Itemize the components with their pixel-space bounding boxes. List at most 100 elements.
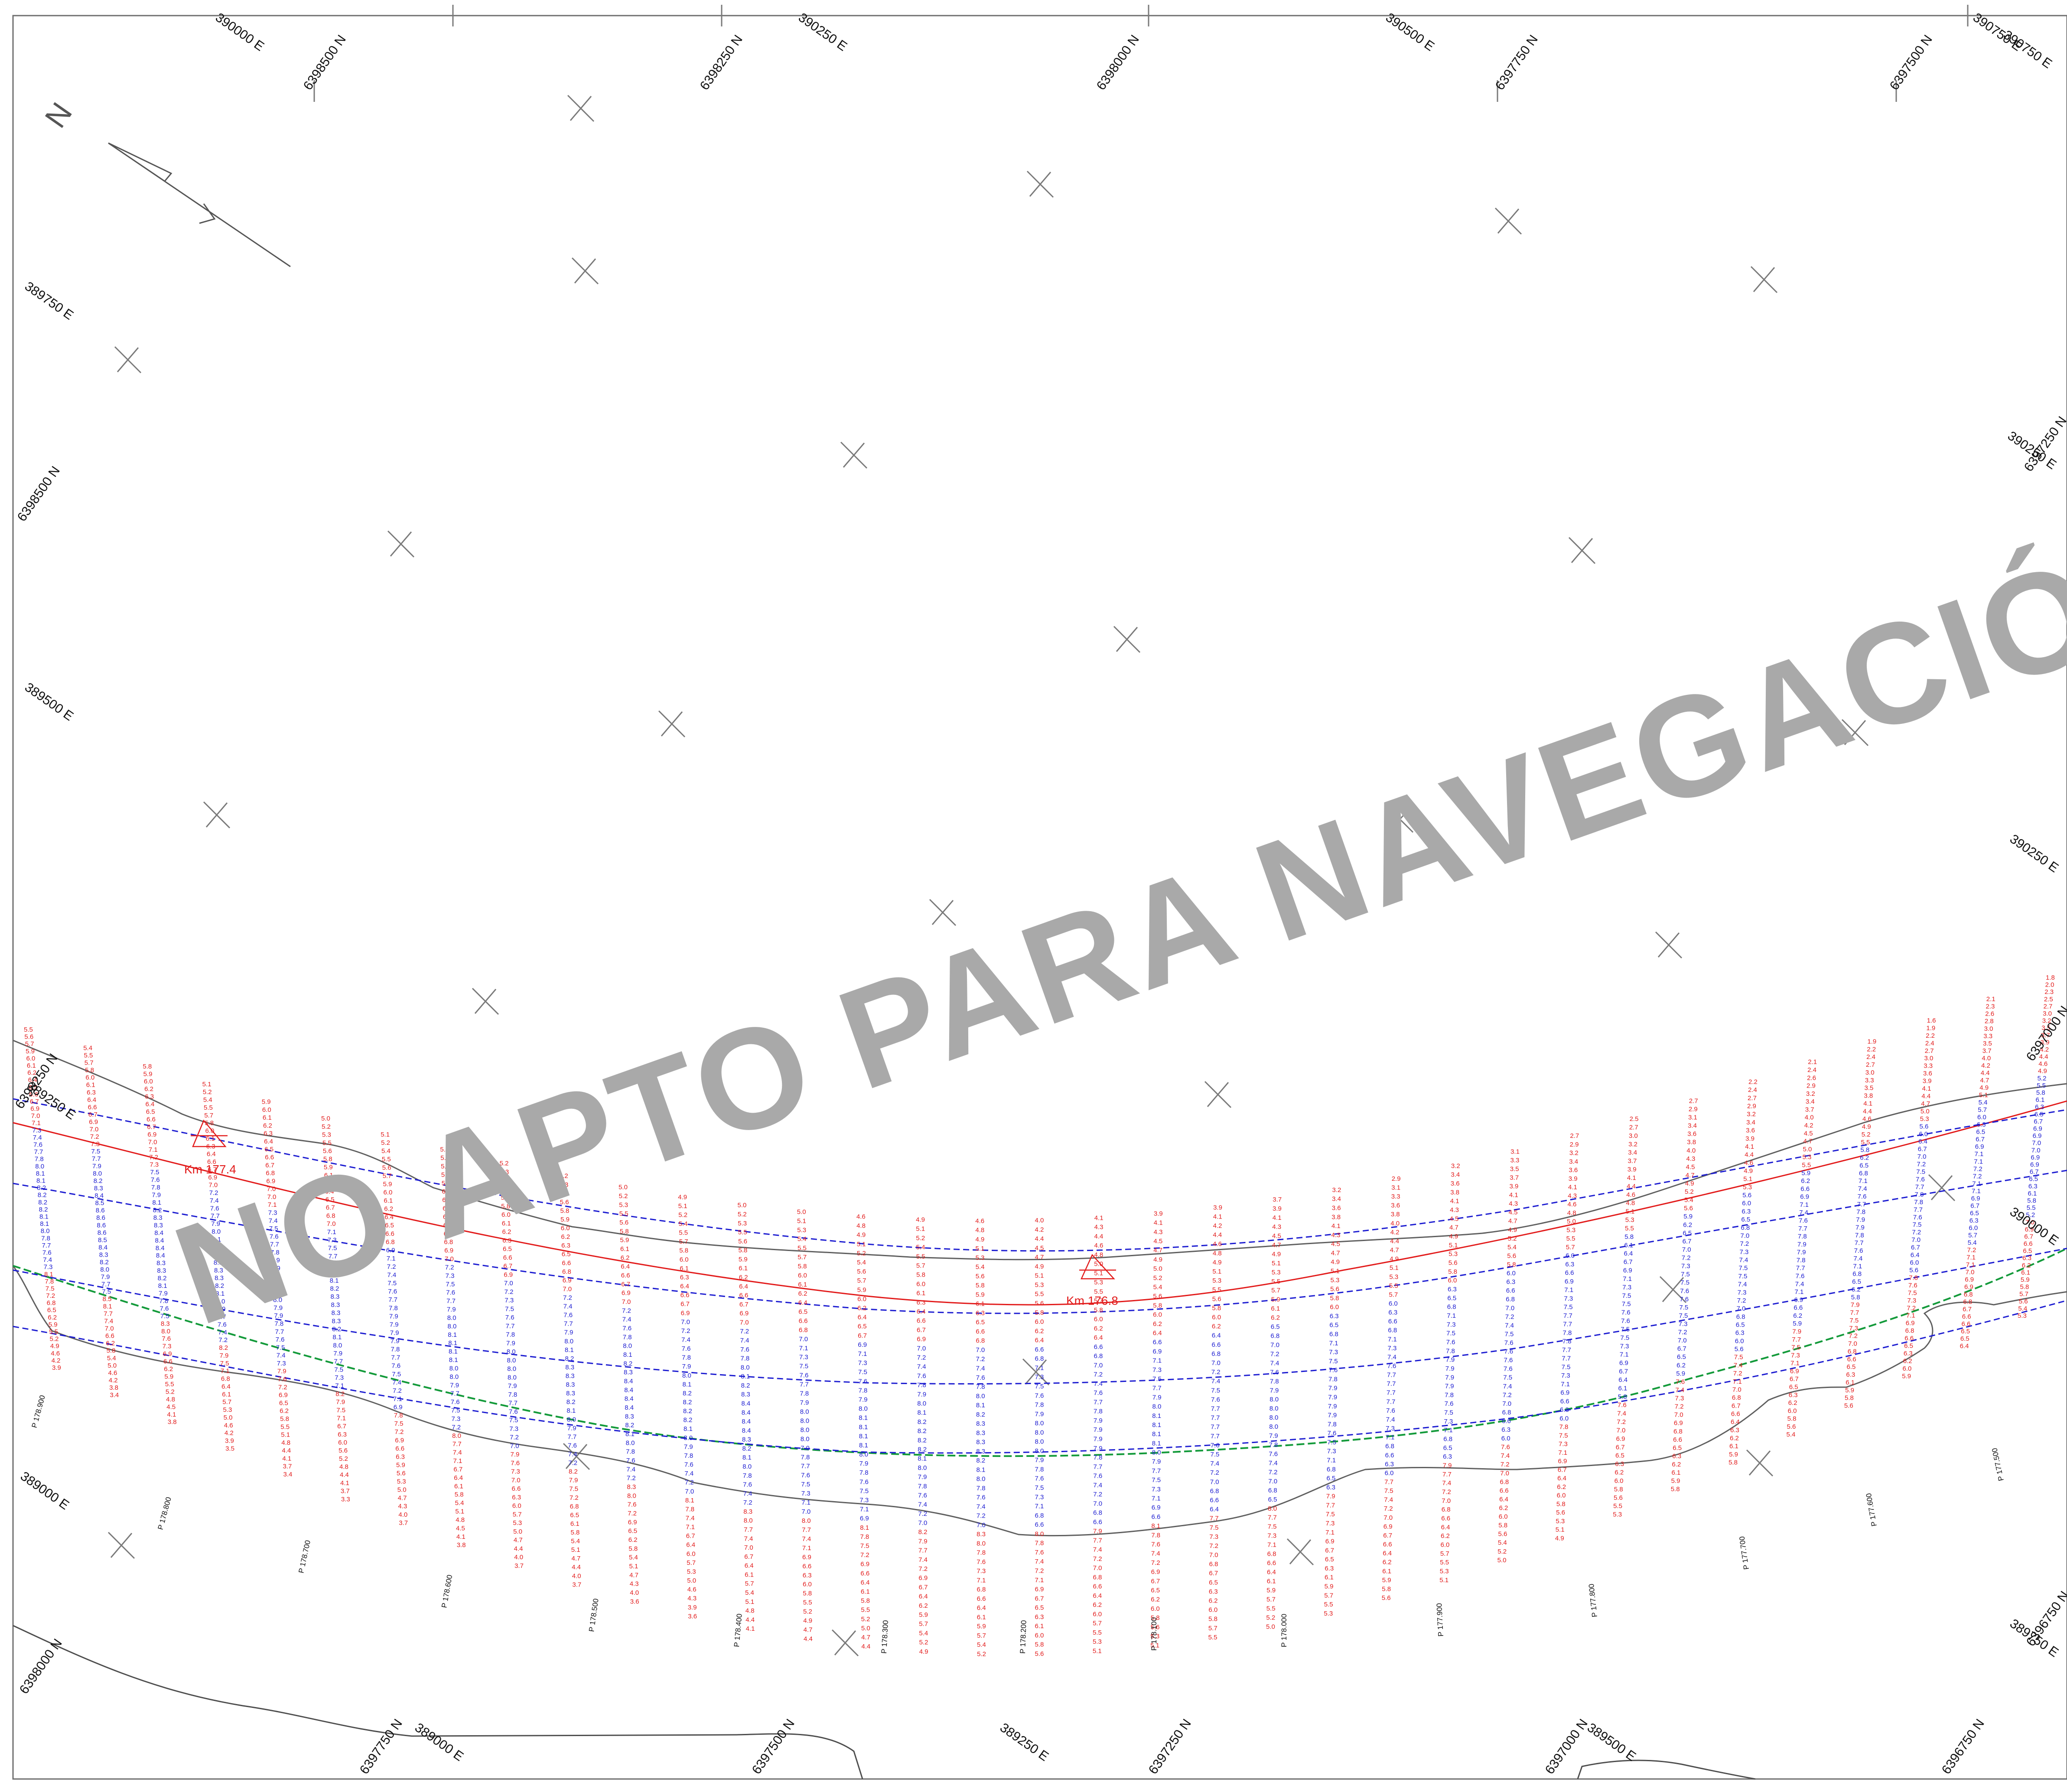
sounding-value: 8.3: [331, 1293, 340, 1300]
sounding-profile: 2.12.32.62.83.03.33.53.74.04.24.44.74.95…: [1960, 996, 1995, 1350]
sounding-value: 7.3: [1035, 1374, 1044, 1381]
sounding-value: 7.5: [1562, 1363, 1571, 1371]
sounding-value: 4.8: [339, 1463, 348, 1471]
sounding-value: 3.9: [1273, 1205, 1282, 1212]
sounding-value: 2.7: [1629, 1124, 1638, 1131]
sounding-value: 8.0: [273, 1288, 282, 1296]
sounding-value: 7.5: [801, 1481, 810, 1488]
sounding-value: 6.0: [1559, 1415, 1569, 1422]
sounding-value: 8.4: [155, 1237, 164, 1244]
grid-cross-icon: [107, 1531, 135, 1559]
sounding-value: 5.8: [441, 1171, 450, 1179]
sounding-value: 7.3: [1386, 1425, 1395, 1432]
sounding-value: 7.4: [1503, 1383, 1512, 1390]
sounding-value: 7.8: [1914, 1199, 1923, 1206]
sounding-value: 4.8: [456, 1516, 465, 1524]
sounding-value: 8.4: [625, 1404, 634, 1411]
sounding-value: 7.4: [1093, 1482, 1102, 1489]
sounding-value: 6.7: [1677, 1345, 1686, 1352]
sounding-value: 7.0: [1917, 1153, 1927, 1160]
sounding-value: 5.1: [571, 1546, 580, 1554]
sounding-value: 7.1: [1564, 1287, 1573, 1294]
sounding-value: 5.1: [1556, 1526, 1565, 1534]
sounding-profile: 5.05.25.35.55.65.85.96.16.26.46.56.76.87…: [321, 1115, 350, 1503]
sounding-value: 5.0: [1567, 1218, 1576, 1225]
sounding-value: 6.0: [144, 1078, 153, 1085]
sounding-value: 6.2: [1793, 1312, 1802, 1320]
sounding-value: 7.6: [1680, 1296, 1689, 1303]
sounding-value: 7.0: [504, 1280, 513, 1287]
sounding-value: 6.5: [2029, 1176, 2038, 1183]
sounding-value: 6.9: [681, 1310, 690, 1317]
sounding-value: 5.8: [107, 1347, 116, 1355]
sounding-value: 4.9: [919, 1648, 928, 1655]
sounding-value: 8.3: [332, 1310, 341, 1317]
sounding-value: 7.5: [1913, 1221, 1922, 1228]
sounding-value: 7.4: [686, 1515, 695, 1522]
sounding-value: 2.3: [1986, 1003, 1995, 1010]
sounding-value: 4.1: [1745, 1143, 1754, 1150]
sounding-value: 8.2: [335, 1390, 345, 1398]
sounding-band: [13, 1098, 2067, 1252]
sounding-value: 7.9: [1328, 1385, 1338, 1392]
sounding-value: 2.0: [2045, 981, 2054, 989]
sounding-value: 6.2: [502, 1228, 511, 1236]
sounding-value: 5.4: [107, 1355, 116, 1362]
coordinate-label: 6398250 N: [697, 33, 745, 93]
sounding-value: 7.3: [801, 1490, 811, 1497]
sounding-value: 5.7: [687, 1559, 696, 1567]
coordinate-label: 6397500 N: [1887, 33, 1935, 93]
sounding-value: 7.2: [860, 1551, 869, 1559]
grid-cross-icon: [1386, 805, 1414, 833]
sounding-value: 7.2: [445, 1264, 454, 1271]
sounding-profile: 2.22.42.72.93.23.43.63.94.14.44.64.95.15…: [1728, 1078, 1758, 1466]
sounding-value: 7.7: [1326, 1502, 1335, 1509]
sounding-value: 6.5: [1209, 1579, 1218, 1586]
sounding-value: 6.7: [1035, 1595, 1044, 1602]
sounding-value: 6.1: [739, 1265, 748, 1272]
sounding-value: 3.2: [1806, 1090, 1815, 1098]
sounding-value: 8.0: [216, 1298, 225, 1305]
sounding-value: 6.0: [1615, 1477, 1624, 1485]
sounding-value: 5.9: [49, 1321, 58, 1328]
sounding-value: 7.6: [1269, 1450, 1278, 1458]
sounding-value: 6.8: [1732, 1394, 1741, 1401]
sounding-value: 6.1: [1672, 1469, 1681, 1476]
sounding-value: 7.8: [35, 1156, 44, 1163]
sounding-value: 6.6: [1565, 1269, 1574, 1277]
sounding-value: 3.3: [1391, 1193, 1400, 1200]
sounding-value: 5.3: [1331, 1277, 1340, 1284]
sounding-value: 3.2: [1747, 1111, 1756, 1118]
sounding-value: 7.5: [1559, 1432, 1568, 1439]
sounding-value: 8.2: [683, 1408, 692, 1415]
sounding-value: 7.1: [1152, 1495, 1161, 1502]
sounding-value: 6.3: [917, 1299, 926, 1306]
sounding-value: 5.9: [1793, 1320, 1802, 1327]
sounding-value: 6.9: [1558, 1458, 1567, 1465]
sounding-value: 5.6: [382, 1164, 391, 1171]
sounding-value: 3.4: [1628, 1149, 1637, 1157]
grid-cross-icon: [1494, 207, 1522, 235]
station-label: P 178.800: [156, 1496, 173, 1531]
sounding-value: 7.6: [626, 1457, 635, 1464]
sounding-value: 7.7: [801, 1463, 810, 1470]
sounding-value: 7.3: [505, 1297, 514, 1304]
sounding-value: 5.8: [798, 1263, 807, 1270]
sounding-value: 6.4: [443, 1213, 452, 1221]
sounding-value: 7.3: [150, 1161, 159, 1169]
sounding-profile: 3.23.43.63.84.14.34.54.74.95.15.35.65.86…: [1324, 1186, 1341, 1617]
sounding-value: 7.9: [1328, 1403, 1337, 1410]
sounding-value: 6.1: [977, 1613, 986, 1621]
sounding-value: 2.5: [1630, 1115, 1639, 1123]
grid-cross-icon: [472, 987, 499, 1015]
sounding-value: 6.2: [1683, 1221, 1692, 1228]
sounding-value: 5.8: [1614, 1486, 1623, 1493]
sounding-value: 7.2: [628, 1510, 637, 1517]
sounding-value: 7.5: [1738, 1273, 1748, 1280]
sounding-value: 6.5: [562, 1251, 571, 1258]
sounding-value: 6.4: [680, 1283, 689, 1290]
sounding-value: 7.8: [45, 1278, 54, 1285]
sounding-value: 8.1: [449, 1356, 458, 1364]
sounding-value: 3.9: [1213, 1204, 1222, 1211]
sounding-value: 5.8: [1728, 1459, 1738, 1466]
